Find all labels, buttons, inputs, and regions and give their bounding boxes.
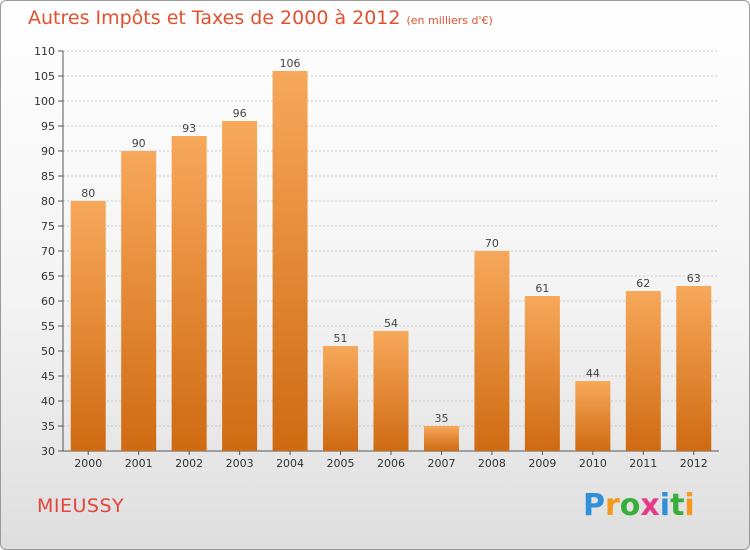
bar bbox=[373, 331, 409, 451]
y-tick-label: 110 bbox=[34, 45, 55, 58]
logo-letter: x bbox=[640, 488, 660, 523]
value-label: 106 bbox=[280, 57, 301, 70]
x-tick-label: 2002 bbox=[175, 457, 203, 470]
value-label: 90 bbox=[132, 137, 146, 150]
y-tick-label: 55 bbox=[41, 320, 55, 333]
y-tick-label: 95 bbox=[41, 120, 55, 133]
bars bbox=[70, 71, 712, 451]
bar bbox=[423, 426, 459, 451]
bar bbox=[171, 136, 207, 451]
y-tick-label: 90 bbox=[41, 145, 55, 158]
x-tick-label: 2010 bbox=[579, 457, 607, 470]
chart-title: Autres Impôts et Taxes de 2000 à 2012 (en… bbox=[28, 7, 493, 29]
y-tick-label: 60 bbox=[41, 295, 55, 308]
bar bbox=[121, 151, 157, 451]
value-label: 93 bbox=[182, 122, 196, 135]
x-tick-label: 2000 bbox=[74, 457, 102, 470]
y-tick-label: 30 bbox=[41, 445, 55, 458]
x-tick-label: 2003 bbox=[226, 457, 254, 470]
y-tick-label: 70 bbox=[41, 245, 55, 258]
value-label: 61 bbox=[535, 282, 549, 295]
x-tick-label: 2001 bbox=[125, 457, 153, 470]
x-tick-label: 2012 bbox=[680, 457, 708, 470]
y-tick-label: 75 bbox=[41, 220, 55, 233]
x-tick-label: 2009 bbox=[528, 457, 556, 470]
bar bbox=[70, 201, 106, 451]
town-name: MIEUSSY bbox=[37, 495, 125, 517]
y-tick-label: 85 bbox=[41, 170, 55, 183]
value-label: 63 bbox=[687, 272, 701, 285]
logo-letter: P bbox=[583, 488, 605, 523]
value-label: 35 bbox=[434, 412, 448, 425]
logo-letter: t bbox=[670, 488, 685, 523]
logo-letter: r bbox=[605, 488, 620, 523]
value-label: 54 bbox=[384, 317, 398, 330]
bar bbox=[272, 71, 308, 451]
bar bbox=[575, 381, 611, 451]
y-tick-label: 50 bbox=[41, 345, 55, 358]
y-tick-label: 45 bbox=[41, 370, 55, 383]
x-tick-label: 2007 bbox=[427, 457, 455, 470]
value-label: 44 bbox=[586, 367, 600, 380]
logo-letter: i bbox=[684, 488, 695, 523]
bar bbox=[222, 121, 258, 451]
x-tick-label: 2004 bbox=[276, 457, 304, 470]
value-labels: 80 90 93 96 106 51 54 35 70 61 44 62 63 bbox=[81, 57, 701, 425]
y-tick-label: 40 bbox=[41, 395, 55, 408]
value-label: 96 bbox=[233, 107, 247, 120]
proxiti-logo: Proxiti bbox=[583, 488, 695, 523]
chart-unit: (en milliers d'€) bbox=[406, 14, 493, 27]
bar bbox=[524, 296, 560, 451]
y-tick-label: 35 bbox=[41, 420, 55, 433]
logo-letter: o bbox=[619, 488, 641, 523]
chart-title-text: Autres Impôts et Taxes de 2000 à 2012 bbox=[28, 7, 401, 29]
y-tick-label: 105 bbox=[34, 70, 55, 83]
bar bbox=[625, 291, 661, 451]
value-label: 70 bbox=[485, 237, 499, 250]
y-tick-label: 80 bbox=[41, 195, 55, 208]
x-tick-label: 2006 bbox=[377, 457, 405, 470]
bar bbox=[474, 251, 510, 451]
logo-letter: i bbox=[659, 488, 671, 523]
value-label: 62 bbox=[636, 277, 650, 290]
value-label: 80 bbox=[81, 187, 95, 200]
x-tick-label: 2008 bbox=[478, 457, 506, 470]
x-tick-label: 2005 bbox=[327, 457, 355, 470]
y-tick-label: 100 bbox=[34, 95, 55, 108]
bar bbox=[323, 346, 359, 451]
x-tick-label: 2011 bbox=[629, 457, 657, 470]
value-label: 51 bbox=[334, 332, 348, 345]
bar bbox=[676, 286, 712, 451]
y-tick-label: 65 bbox=[41, 270, 55, 283]
